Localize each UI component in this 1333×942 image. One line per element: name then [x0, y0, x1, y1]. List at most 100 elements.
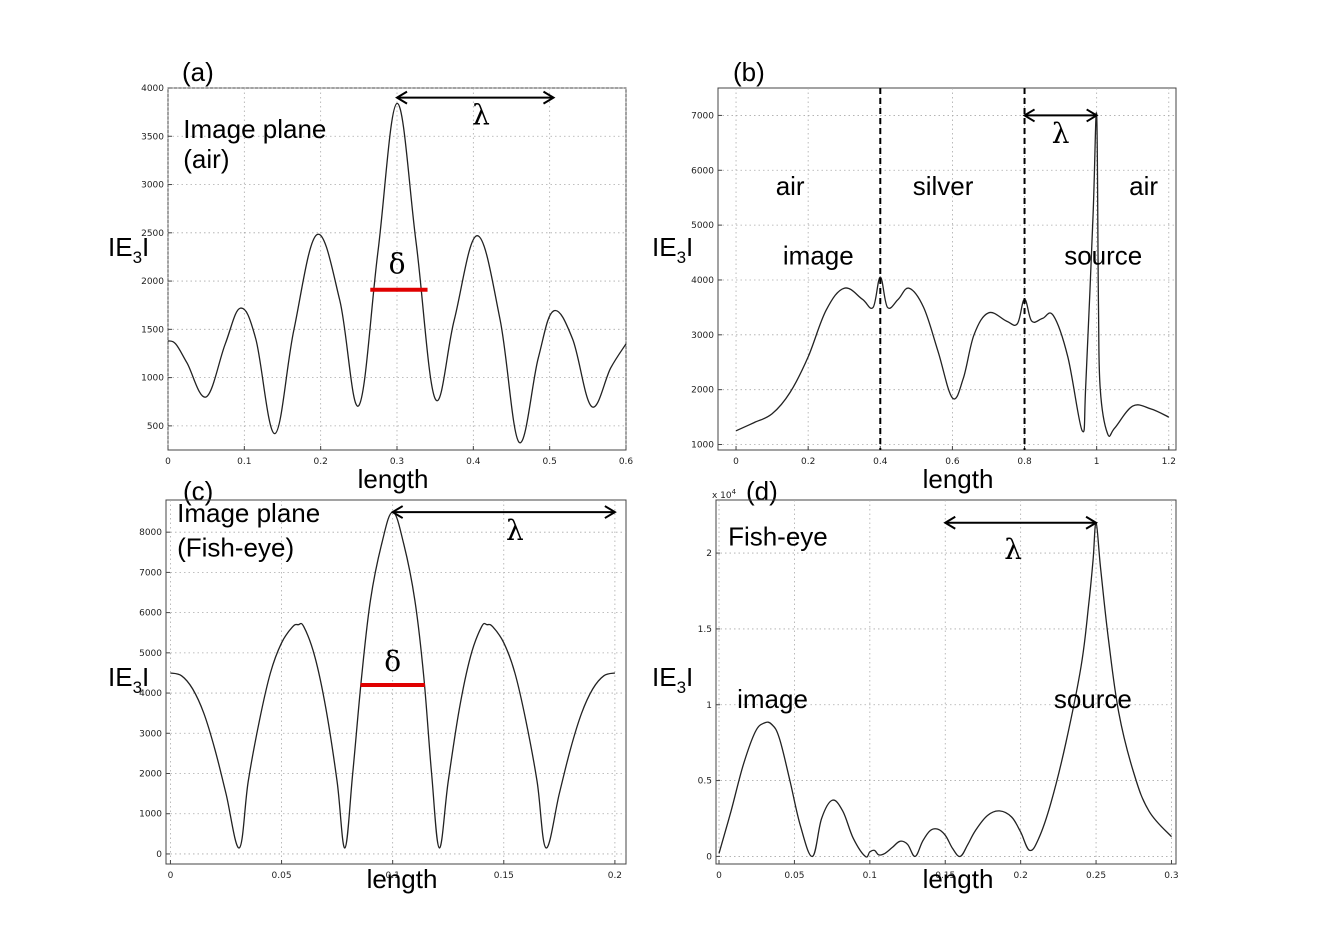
panel-d-ylabel-sub: 3 [677, 678, 686, 697]
panel-a-lambda-arrowhead-right [542, 90, 556, 105]
panel-a-xtick-label-2: 0.2 [314, 457, 328, 467]
panel-b-xtick-label-3: 0.6 [945, 457, 960, 467]
panel-d-ytick-label-0: 0 [706, 852, 712, 862]
panel-d-xtick-label-3: 0.15 [935, 871, 955, 881]
panel-b-ytick-label-0: 1000 [691, 441, 714, 451]
panel-a-xtick-label-5: 0.5 [543, 457, 557, 467]
panel-b-ylabel-main: IE [652, 232, 677, 262]
panel-c-ytick-label-0: 0 [156, 850, 162, 860]
panel-b-ytick-label-2: 3000 [691, 331, 714, 341]
panel-d-annotation-0: Fish-eye [728, 522, 828, 552]
panel-d: (d) x 104 0 0.05 0.1 0.15 0.2 0.25 0.3 0 0.5 1 1.5… [652, 476, 1179, 894]
panel-b-label: (b) [733, 57, 765, 87]
panel-b-xlabel: length [923, 464, 994, 494]
panel-c-xtick-label-3: 0.15 [494, 871, 514, 881]
panel-c-ytick-label-6: 6000 [139, 609, 162, 619]
panel-a-ytick-label-7: 4000 [141, 84, 164, 94]
panel-a-xlabel: length [358, 464, 429, 494]
panel-b-xtick-label-4: 0.8 [1017, 457, 1032, 467]
panel-c-ylabel-sub: 3 [133, 678, 142, 697]
panel-b-xtick-label-5: 1 [1094, 457, 1100, 467]
panel-b-series-line [735, 112, 1170, 437]
panel-d-frame [715, 499, 1177, 865]
panel-b-xtick-label-2: 0.4 [873, 457, 888, 467]
panel-d-xtick-label-2: 0.1 [863, 871, 877, 881]
panel-c-label: (c) [183, 476, 213, 506]
panel-c-lambda-label: λ [506, 514, 524, 547]
panel-d-series-line [718, 522, 1172, 858]
panel-a-lambda-arrowhead-left [395, 90, 408, 105]
panel-c-xtick-label-2: 0.1 [386, 871, 400, 881]
panel-b-lambda-arrowhead-right [1086, 108, 1099, 123]
panel-b-annotation-5: image [783, 241, 854, 271]
panel-c-annotation-0: Image plane [177, 498, 320, 528]
panel-c-ytick-label-3: 3000 [139, 729, 162, 739]
panel-a-ylabel-end: I [142, 232, 149, 262]
panel-d-label: (d) [746, 476, 778, 506]
panel-d-scale-base: x 10 [712, 491, 732, 501]
panel-a-xtick-label-3: 0.3 [390, 457, 404, 467]
panel-c-xtick-label-1: 0.05 [272, 871, 292, 881]
panel-c-ytick-label-4: 4000 [139, 689, 162, 699]
panel-b-annotation-6: source [1064, 241, 1142, 271]
panel-c-ylabel-end: I [142, 662, 149, 692]
panel-b-xtick-label-6: 1.2 [1162, 457, 1176, 467]
panel-a-ytick-label-0: 500 [147, 422, 164, 432]
panel-b-ytick-label-1: 2000 [691, 386, 714, 396]
panel-c-annotation-1: (Fish-eye) [177, 532, 294, 562]
panel-a-lambda-label: λ [472, 99, 490, 132]
panel-d-ytick-label-3: 1.5 [698, 625, 712, 635]
panel-b-xtick-label-0: 0 [733, 457, 739, 467]
panel-d-xtick-label-1: 0.05 [784, 871, 804, 881]
panel-d-annotation-2: source [1054, 684, 1132, 714]
panel-c-delta-label: δ [384, 645, 401, 678]
panel-b-xtick-label-1: 0.2 [801, 457, 815, 467]
panel-b: (b) 0 0.2 0.4 0.6 0.8 1 1.2 1000 2000 3000 4000 500… [652, 57, 1177, 494]
panel-d-ylabel-end: I [686, 662, 693, 692]
panel-a-ytick-label-2: 1500 [141, 325, 164, 335]
panel-a-ytick-label-5: 3000 [141, 181, 164, 191]
panel-d-xlabel: length [923, 864, 994, 894]
panel-b-ylabel-sub: 3 [677, 248, 686, 267]
panel-d-xtick-label-4: 0.2 [1013, 871, 1027, 881]
panel-c-ylabel: IE3I [108, 662, 149, 697]
panel-a-xtick-label-1: 0.1 [237, 457, 251, 467]
panel-a-ytick-label-1: 1000 [141, 374, 164, 384]
panel-b-ytick-label-3: 4000 [691, 276, 714, 286]
panel-b-annotation-3: silver [913, 171, 974, 201]
panel-c-xtick-label-0: 0 [168, 871, 174, 881]
panel-a-label: (a) [182, 57, 214, 87]
panel-d-ytick-label-1: 0.5 [698, 777, 712, 787]
panel-a-ytick-label-3: 2000 [141, 277, 164, 287]
panel-b-ytick-label-6: 7000 [691, 111, 714, 121]
panel-c-lambda-arrowhead-right [604, 505, 617, 519]
panel-c-ytick-label-1: 1000 [139, 810, 162, 820]
panel-a-ylabel-sub: 3 [133, 248, 142, 267]
panel-a-ytick-label-6: 3500 [141, 132, 164, 142]
panel-c-xtick-label-4: 0.2 [608, 871, 622, 881]
panel-c-ylabel-main: IE [108, 662, 133, 692]
panel-d-ytick-label-2: 1 [706, 701, 712, 711]
panel-c-ytick-label-8: 8000 [139, 528, 162, 538]
panel-a-ylabel: IE3I [108, 232, 149, 267]
panel-d-annotation-1: image [737, 684, 808, 714]
panel-a-annotation-1: (air) [183, 144, 229, 174]
panel-a-xtick-label-6: 0.6 [619, 457, 634, 467]
panel-b-ytick-label-4: 5000 [691, 221, 714, 231]
panel-d-lambda-label: λ [1004, 533, 1022, 566]
panel-c-ytick-label-7: 7000 [139, 568, 162, 578]
panel-a-ytick-label-4: 2500 [141, 229, 164, 239]
panel-d-ylabel: IE3I [652, 662, 693, 697]
panel-a-ylabel-main: IE [108, 232, 133, 262]
panel-b-annotation-2: air [776, 171, 805, 201]
panel-c-ytick-label-5: 5000 [139, 649, 162, 659]
panel-a-delta-label: δ [389, 247, 406, 280]
panel-c: (c) 0 0.05 0.1 0.15 0.2 0 1000 2000 3000 4000 5000… [108, 476, 627, 894]
panel-c-xlabel: length [367, 864, 438, 894]
panel-c-ytick-label-2: 2000 [139, 770, 162, 780]
panel-a-xtick-label-0: 0 [165, 457, 171, 467]
panel-d-scale-exp: 4 [732, 488, 737, 496]
panel-a-xtick-label-4: 0.4 [466, 457, 481, 467]
panel-b-annotation-4: air [1129, 171, 1158, 201]
